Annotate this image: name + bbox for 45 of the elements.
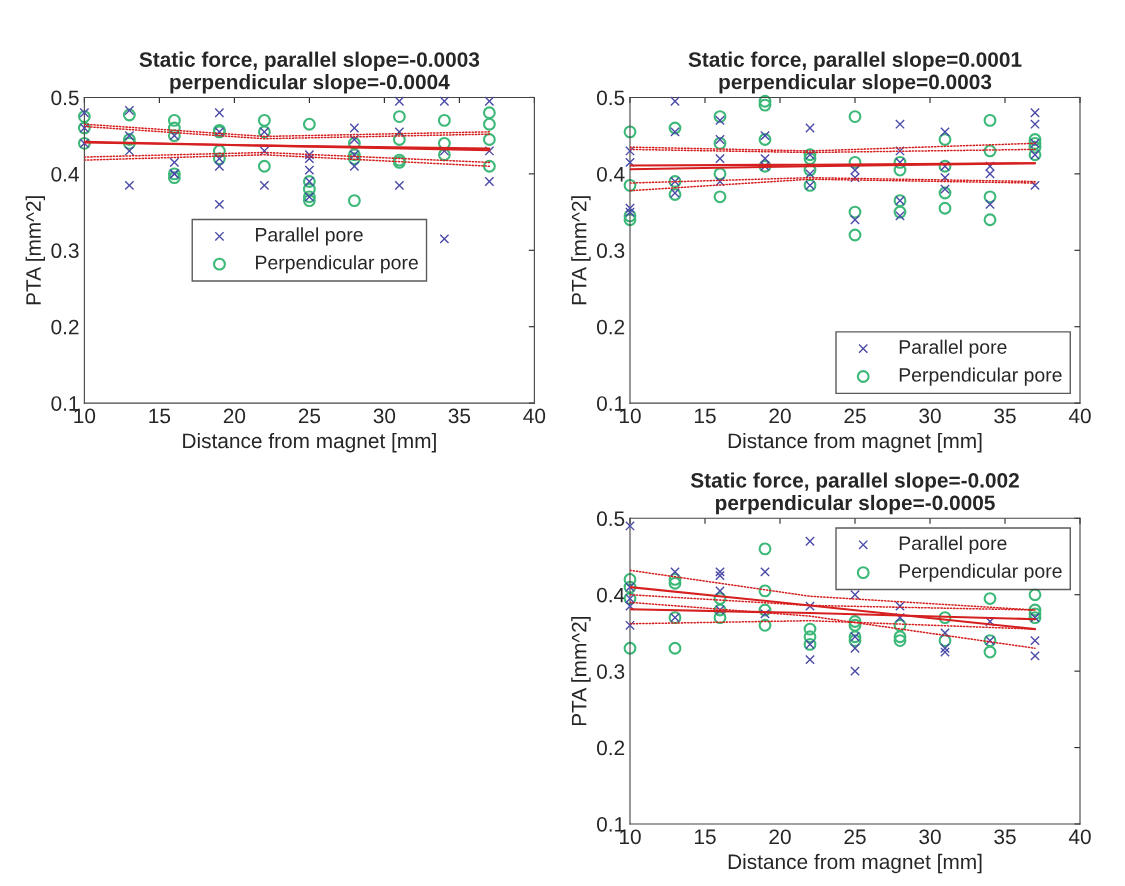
y-tick-label: 0.5 <box>51 90 79 106</box>
y-tick-label: 0.3 <box>596 243 625 259</box>
x-tick-label: 25 <box>298 408 321 424</box>
y-axis-title: PTA [mm^2] <box>25 196 45 305</box>
x-tick-label: 25 <box>844 408 866 424</box>
x-axis-title: Distance from magnet [mm] <box>728 853 982 874</box>
x-tick-label: 40 <box>1068 408 1091 424</box>
x-tick-label: 30 <box>373 408 396 424</box>
y-tick-label: 0.4 <box>51 166 79 182</box>
y-tick-label: 0.4 <box>596 166 625 182</box>
y-tick-label: 0.2 <box>596 319 625 335</box>
x-tick-label: 20 <box>769 829 791 845</box>
y-axis-title: PTA [mm^2] <box>571 616 591 726</box>
x-axis-title: Distance from magnet [mm] <box>728 432 982 453</box>
legend-label: Parallel pore <box>899 339 1007 358</box>
legend-label: Perpendicular pore <box>899 563 1062 582</box>
legend-label: Perpendicular pore <box>899 367 1062 386</box>
y-axis-title: PTA [mm^2] <box>571 196 591 305</box>
y-tick-label: 0.3 <box>51 243 79 259</box>
chart-title: Static force, parallel slope=-0.002 perpendicular slope=-0.0005 <box>690 472 1019 515</box>
legend-label: Parallel pore <box>256 227 363 246</box>
y-tick-label: 0.2 <box>51 319 79 335</box>
x-tick-label: 40 <box>523 408 546 424</box>
y-tick-label: 0.4 <box>596 587 625 603</box>
x-tick-label: 15 <box>695 408 716 424</box>
x-axis-title: Distance from magnet [mm] <box>183 432 436 453</box>
legend-label: Parallel pore <box>899 535 1007 554</box>
y-tick-label: 0.2 <box>596 740 625 756</box>
x-tick-label: 25 <box>844 829 866 845</box>
x-tick-label: 15 <box>149 408 171 424</box>
x-tick-label: 20 <box>223 408 246 424</box>
y-tick-label: 0.5 <box>596 511 625 527</box>
x-tick-label: 15 <box>695 829 716 845</box>
x-tick-label: 30 <box>919 829 941 845</box>
y-tick-label: 0.5 <box>596 90 625 106</box>
y-tick-label: 0.3 <box>596 664 625 679</box>
x-tick-label: 30 <box>919 408 941 424</box>
x-tick-label: 20 <box>769 408 791 424</box>
x-tick-label: 35 <box>994 408 1016 424</box>
x-tick-label: 40 <box>1068 829 1091 845</box>
chart-title: Static force, parallel slope=-0.0003 perpendicular slope=-0.0004 <box>139 51 480 94</box>
legend-label: Perpendicular pore <box>256 255 418 274</box>
x-tick-label: 35 <box>994 829 1016 845</box>
chart-title: Static force, parallel slope=0.0001 perpendicular slope=0.0003 <box>688 51 1022 94</box>
x-tick-label: 35 <box>448 408 471 424</box>
